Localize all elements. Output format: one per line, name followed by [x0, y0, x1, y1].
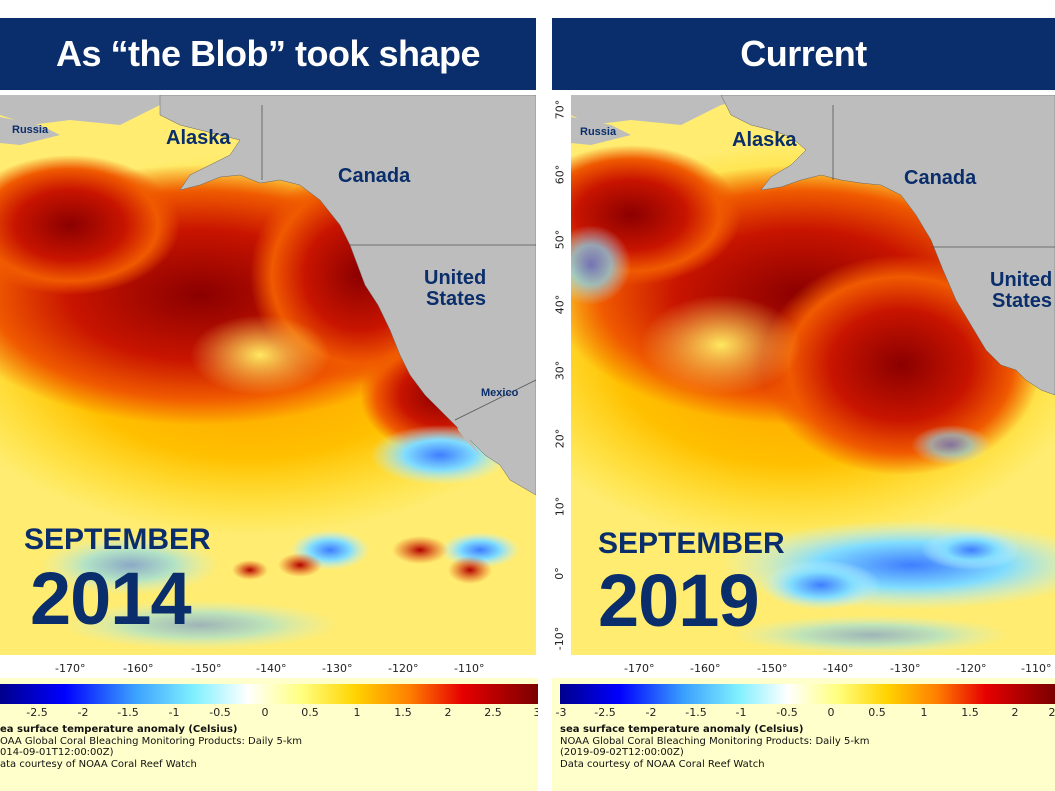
- caption-title: sea surface temperature anomaly (Celsius…: [560, 724, 804, 735]
- sst-anomaly-map-2019: [571, 95, 1055, 655]
- label-russia: Russia: [580, 126, 617, 138]
- colorbar-tick: 0.5: [868, 706, 886, 719]
- colorbar-tick: -1: [168, 706, 180, 719]
- caption-line: 014-09-01T12:00:00Z): [0, 747, 114, 758]
- colorbar-tick: 2: [444, 706, 452, 719]
- month-label: SEPTEMBER: [598, 527, 785, 560]
- year-label: 2019: [598, 559, 760, 642]
- year-label: 2014: [30, 557, 192, 640]
- x-tick: -140°: [256, 662, 287, 675]
- y-tick: 50°: [553, 229, 567, 250]
- label-mexico: Mexico: [481, 387, 519, 399]
- y-tick: 0°: [552, 567, 566, 580]
- colorbar: [560, 684, 1055, 704]
- y-tick: -10°: [553, 626, 567, 651]
- x-tick: -150°: [757, 662, 788, 675]
- label-alaska: Alaska: [166, 127, 231, 149]
- colorbar-tick: -1.5: [117, 706, 139, 719]
- colorbar-tick: 0.5: [301, 706, 319, 719]
- colorbar-tick: 1: [353, 706, 361, 719]
- label-united: United: [424, 267, 487, 289]
- right-panel: Current 70° 60° 50° 40° 30° 20° 10° 0° -…: [538, 0, 1055, 791]
- x-tick: -170°: [55, 662, 86, 675]
- colorbar: [0, 684, 538, 704]
- colorbar-tick: -2: [77, 706, 89, 719]
- x-tick: -130°: [322, 662, 353, 675]
- colorbar-tick: -2.5: [26, 706, 48, 719]
- colorbar-tick: 1.5: [394, 706, 412, 719]
- label-states: States: [426, 288, 487, 310]
- caption-title: ea surface temperature anomaly (Celsius): [0, 724, 238, 735]
- y-tick: 70°: [553, 99, 567, 120]
- x-tick: -120°: [956, 662, 987, 675]
- colorbar-tick: -2.5: [594, 706, 616, 719]
- x-tick: -170°: [624, 662, 655, 675]
- colorbar-tick: 2.5: [484, 706, 502, 719]
- colorbar-tick: -0.5: [776, 706, 798, 719]
- left-panel: As “the Blob” took shape Russia Ala: [0, 18, 539, 791]
- colorbar-tick: -1.5: [685, 706, 707, 719]
- label-canada: Canada: [338, 165, 411, 187]
- colorbar-tick: -1: [735, 706, 747, 719]
- label-canada: Canada: [904, 167, 977, 189]
- caption: sea surface temperature anomaly (Celsius…: [560, 724, 869, 770]
- month-label: SEPTEMBER: [24, 523, 211, 556]
- y-tick: 30°: [553, 360, 567, 381]
- x-tick: -140°: [823, 662, 854, 675]
- colorbar-tick: -2: [645, 706, 657, 719]
- caption: ea surface temperature anomaly (Celsius)…: [0, 724, 302, 770]
- y-tick: 40°: [553, 294, 567, 315]
- label-states: States: [992, 290, 1053, 312]
- x-tick: -120°: [388, 662, 419, 675]
- x-tick: -110°: [454, 662, 485, 675]
- colorbar-tick: 0: [261, 706, 269, 719]
- caption-line: OAA Global Coral Bleaching Monitoring Pr…: [0, 735, 302, 747]
- panel-title: As “the Blob” took shape: [0, 18, 536, 90]
- y-tick: 20°: [553, 428, 567, 449]
- panel-title: Current: [552, 18, 1055, 90]
- colorbar-tick: 1.5: [961, 706, 979, 719]
- caption-line: Data courtesy of NOAA Coral Reef Watch: [560, 758, 765, 770]
- y-tick: 60°: [553, 164, 567, 185]
- colorbar-tick: -3: [555, 706, 567, 719]
- caption-line: (2019-09-02T12:00:00Z): [560, 747, 684, 758]
- colorbar-tick: 1: [920, 706, 928, 719]
- caption-line: NOAA Global Coral Bleaching Monitoring P…: [560, 735, 870, 747]
- x-tick: -150°: [191, 662, 222, 675]
- label-united: United: [990, 269, 1053, 291]
- colorbar-tick: -0.5: [209, 706, 231, 719]
- colorbar-tick: 2: [1011, 706, 1019, 719]
- caption-line: ata courtesy of NOAA Coral Reef Watch: [0, 758, 197, 770]
- colorbar-tick: 2: [1048, 706, 1055, 719]
- label-alaska: Alaska: [732, 129, 797, 151]
- colorbar-tick: 3: [533, 706, 539, 719]
- label-russia: Russia: [12, 124, 49, 136]
- x-tick: -160°: [690, 662, 721, 675]
- y-tick: 10°: [553, 496, 567, 517]
- x-tick: -130°: [890, 662, 921, 675]
- sst-anomaly-map-2014: [0, 95, 536, 655]
- x-tick: -110°: [1021, 662, 1052, 675]
- colorbar-tick: 0: [827, 706, 835, 719]
- x-tick: -160°: [123, 662, 154, 675]
